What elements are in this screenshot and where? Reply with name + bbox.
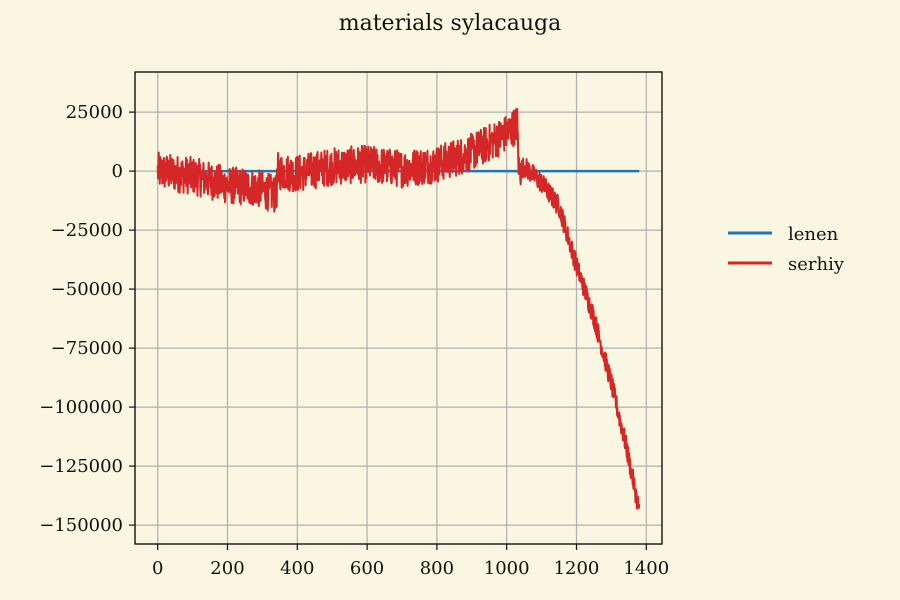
y-tick-label: −25000 xyxy=(51,220,123,241)
y-tick-label: 25000 xyxy=(66,102,123,123)
x-tick-label: 1000 xyxy=(484,558,530,579)
grid xyxy=(135,72,662,544)
x-tick-label: 0 xyxy=(152,558,163,579)
axes-frame xyxy=(134,71,663,545)
y-tick-label: 0 xyxy=(112,161,123,182)
legend-label-serhiy: serhiy xyxy=(788,254,845,275)
x-tick-label: 400 xyxy=(280,558,314,579)
chart-title: materials sylacauga xyxy=(339,11,562,36)
x-tick-label: 1200 xyxy=(554,558,600,579)
x-tick-label: 1400 xyxy=(623,558,669,579)
y-axis: 25000 0 −25000 −50000 −75000 −100000 −125000 −1… xyxy=(39,102,135,536)
x-axis: 0 200 400 600 800 1000 1200 1400 xyxy=(152,544,669,579)
x-tick-label: 800 xyxy=(420,558,454,579)
plot-area xyxy=(156,107,641,510)
y-tick-label: −125000 xyxy=(39,456,123,477)
y-tick-label: −150000 xyxy=(39,515,123,536)
y-tick-label: −50000 xyxy=(51,279,123,300)
x-tick-label: 600 xyxy=(350,558,384,579)
legend: lenen serhiy xyxy=(728,224,845,275)
series-line-serhiy xyxy=(156,107,641,510)
y-tick-label: −100000 xyxy=(39,397,123,418)
y-tick-label: −75000 xyxy=(51,338,123,359)
legend-label-lenen: lenen xyxy=(788,224,839,245)
x-tick-label: 200 xyxy=(210,558,244,579)
